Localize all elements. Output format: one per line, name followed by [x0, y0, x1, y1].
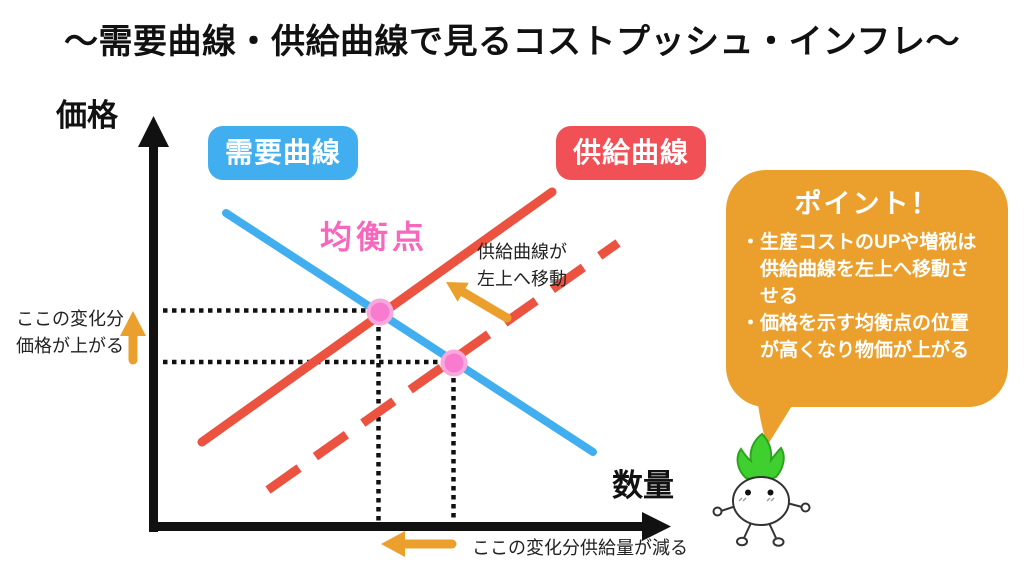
bullet-marker-icon: ・: [741, 232, 761, 253]
supply-shift-arrow-icon: [446, 282, 512, 323]
y-axis-arrowhead: [138, 116, 169, 147]
callout-bullet-text: 生産コストのUPや増税は供給曲線を左上へ移動させる: [760, 232, 977, 307]
callout-bullet-item: ・ 生産コストのUPや増税は供給曲線を左上へ移動させる: [741, 230, 993, 311]
supply-shift-note: 供給曲線が 左上へ移動: [477, 239, 567, 293]
price-change-note-line2: 価格が上がる: [16, 336, 124, 356]
mascot-foot-left: [736, 536, 748, 547]
supply-shift-note-line2: 左上へ移動: [477, 269, 567, 289]
mascot-leaves: [736, 432, 785, 482]
price-up-arrow-icon: [120, 311, 146, 365]
quantity-change-note: ここの変化分供給量が減る: [472, 538, 688, 558]
x-axis-label: 数量: [612, 468, 674, 503]
demand-curve-line: [222, 209, 597, 456]
mascot-blush-marks: [738, 497, 775, 502]
point-callout-bubble: ポイント！ ・ 生産コストのUPや増税は供給曲線を左上へ移動させる ・ 価格を示…: [726, 170, 1008, 407]
price-change-note: ここの変化分 価格が上がる: [16, 306, 124, 360]
equilibrium-point-new: [366, 298, 394, 326]
mascot-eye-left: [745, 489, 751, 496]
equilibrium-label: 均衡点: [320, 219, 429, 255]
quantity-decrease-arrow-icon: [381, 531, 457, 557]
supply-curve-original-dashed-line: [265, 239, 621, 494]
bullet-marker-icon: ・: [741, 312, 761, 334]
page-title: ～需要曲線・供給曲線で見るコストプッシュ・インフレ～: [64, 23, 960, 61]
demand-curve-badge: 需要曲線: [208, 126, 358, 180]
mascot-head: [732, 476, 790, 526]
mascot-hand-right: [800, 502, 811, 513]
callout-bullet-item: ・ 価格を示す均衡点の位置が高くなり物価が上がる: [741, 311, 993, 365]
mascot-leg-right: [768, 522, 777, 539]
x-axis-arrowhead: [642, 512, 671, 541]
equilibrium-point-old: [440, 349, 468, 377]
callout-bullet-text: 価格を示す均衡点の位置が高くなり物価が上がる: [760, 312, 970, 361]
y-axis-label: 価格: [56, 98, 118, 133]
callout-bullet-list: ・ 生産コストのUPや増税は供給曲線を左上へ移動させる ・ 価格を示す均衡点の位…: [741, 230, 993, 365]
mascot-eye-right: [767, 489, 774, 496]
price-change-note-line1: ここの変化分: [16, 309, 124, 329]
mascot-hand-left: [712, 506, 723, 517]
callout-title: ポイント！: [794, 189, 940, 219]
mascot-leg-left: [743, 522, 752, 539]
mascot-character: [712, 432, 811, 547]
supply-curve-badge: 供給曲線: [556, 126, 706, 180]
supply-shift-note-line1: 供給曲線が: [477, 242, 567, 262]
mascot-foot-right: [772, 537, 785, 547]
